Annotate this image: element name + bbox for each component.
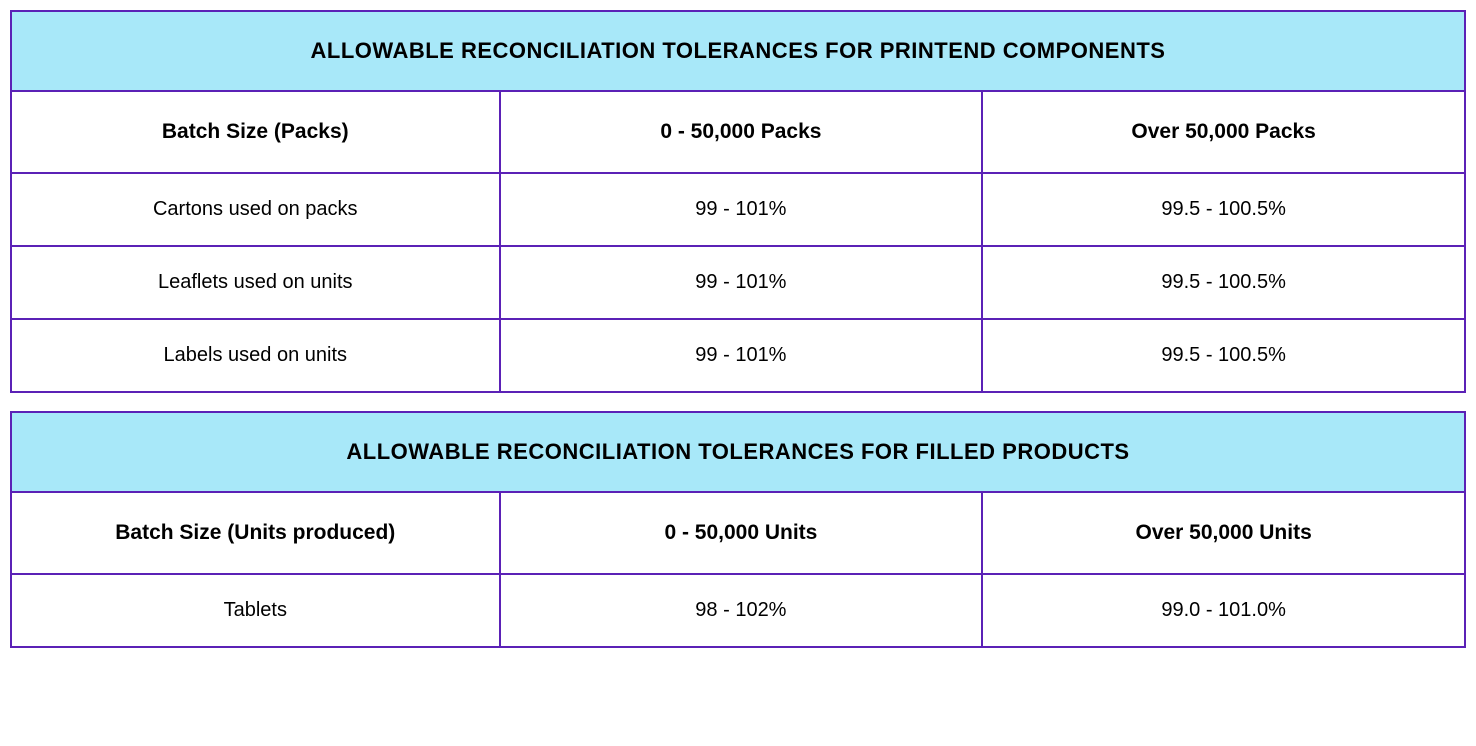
col-header: 0 - 50,000 Packs [500,91,983,173]
table-gap [10,393,1466,411]
col-header: Batch Size (Packs) [11,91,500,173]
table-title: ALLOWABLE RECONCILIATION TOLERANCES FOR … [11,412,1465,492]
row-value: 99.5 - 100.5% [982,319,1465,392]
col-header: Over 50,000 Packs [982,91,1465,173]
row-value: 99.5 - 100.5% [982,173,1465,246]
table-row: Tablets 98 - 102% 99.0 - 101.0% [11,574,1465,647]
row-label: Leaflets used on units [11,246,500,319]
row-value: 99.0 - 101.0% [982,574,1465,647]
tolerances-table-printend: ALLOWABLE RECONCILIATION TOLERANCES FOR … [10,10,1466,393]
table-row: Labels used on units 99 - 101% 99.5 - 10… [11,319,1465,392]
row-label: Cartons used on packs [11,173,500,246]
col-header: 0 - 50,000 Units [500,492,983,574]
table-header-row: Batch Size (Units produced) 0 - 50,000 U… [11,492,1465,574]
col-header: Batch Size (Units produced) [11,492,500,574]
table-row: Leaflets used on units 99 - 101% 99.5 - … [11,246,1465,319]
tolerances-table-filled: ALLOWABLE RECONCILIATION TOLERANCES FOR … [10,411,1466,648]
table-title-row: ALLOWABLE RECONCILIATION TOLERANCES FOR … [11,11,1465,91]
table-header-row: Batch Size (Packs) 0 - 50,000 Packs Over… [11,91,1465,173]
row-value: 99 - 101% [500,319,983,392]
row-value: 99 - 101% [500,173,983,246]
table-row: Cartons used on packs 99 - 101% 99.5 - 1… [11,173,1465,246]
row-value: 98 - 102% [500,574,983,647]
table-title: ALLOWABLE RECONCILIATION TOLERANCES FOR … [11,11,1465,91]
table-title-row: ALLOWABLE RECONCILIATION TOLERANCES FOR … [11,412,1465,492]
row-value: 99.5 - 100.5% [982,246,1465,319]
col-header: Over 50,000 Units [982,492,1465,574]
row-label: Tablets [11,574,500,647]
row-label: Labels used on units [11,319,500,392]
row-value: 99 - 101% [500,246,983,319]
